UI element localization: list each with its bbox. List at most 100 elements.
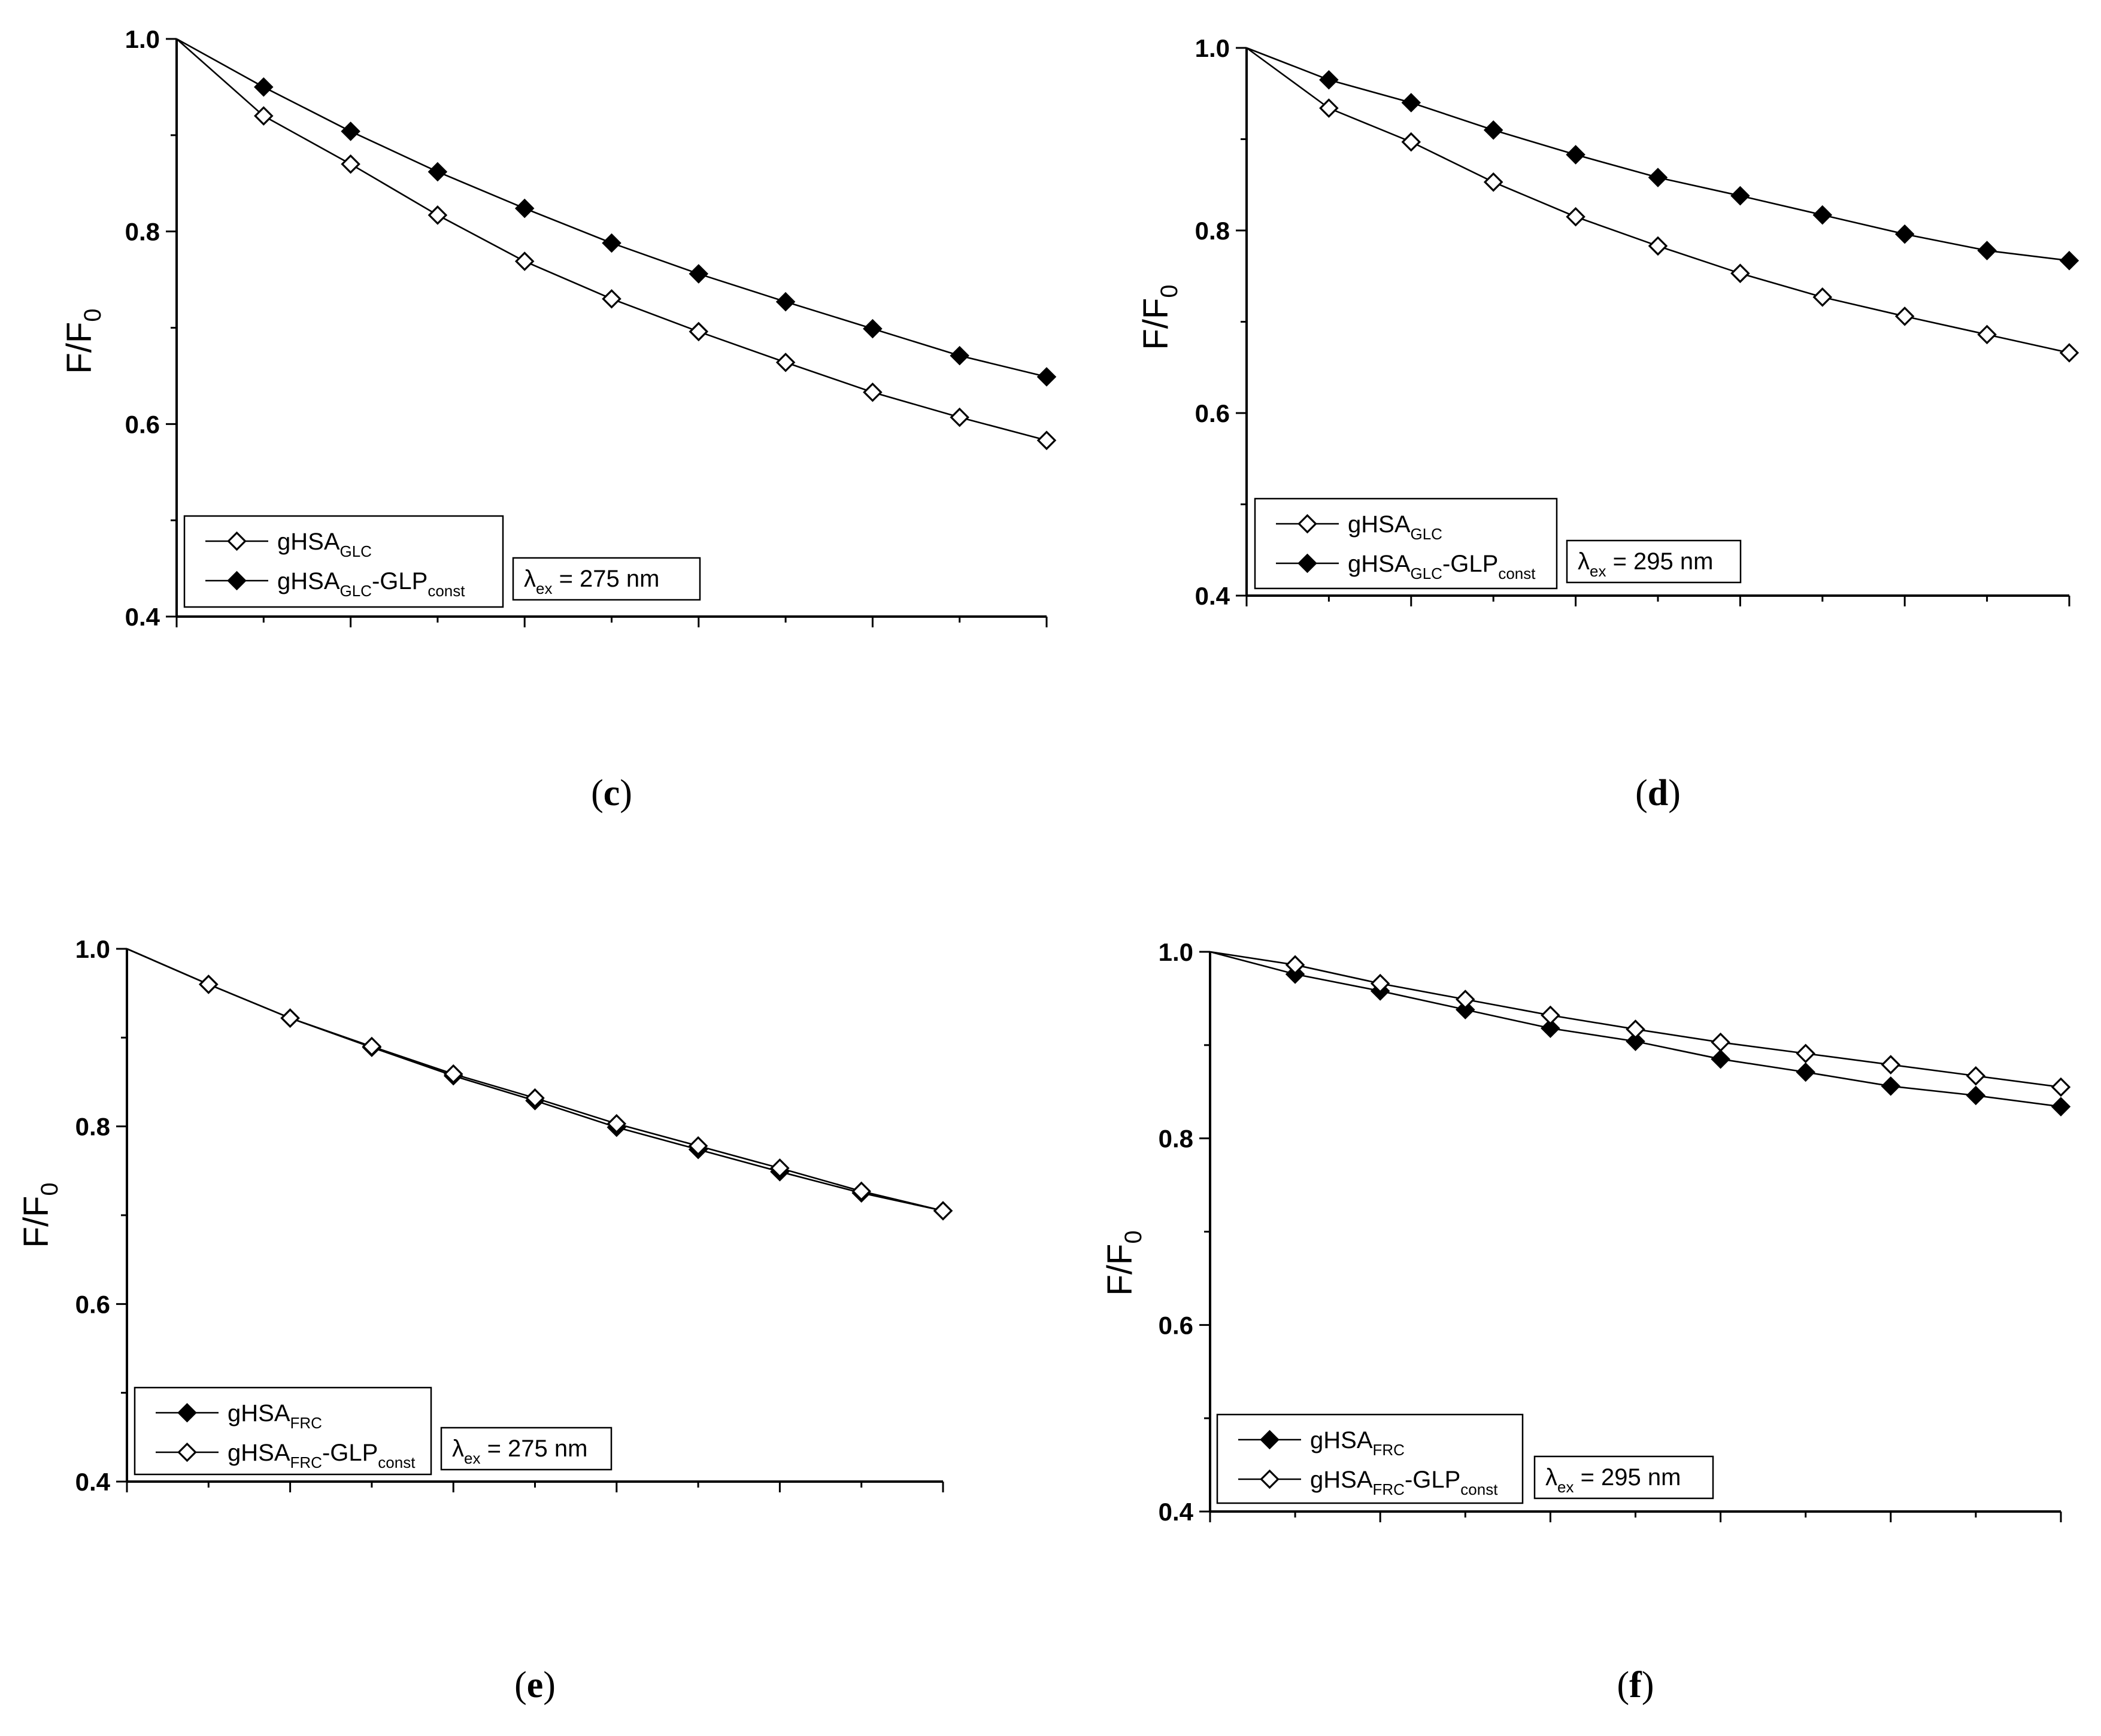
data-point-marker bbox=[1036, 430, 1057, 450]
data-point-marker bbox=[1626, 1019, 1645, 1039]
legend-name-subscript: GLC bbox=[1411, 564, 1442, 582]
data-point-marker bbox=[689, 321, 709, 342]
data-point-marker bbox=[428, 162, 448, 182]
data-point-marker bbox=[1894, 224, 1915, 244]
excitation-wavelength-box: λex = 275 nm bbox=[512, 557, 701, 601]
excitation-value: = 295 nm bbox=[1606, 548, 1713, 575]
legend-entry: gHSAFRC-GLPconst bbox=[228, 1440, 416, 1471]
data-point-marker bbox=[1036, 367, 1057, 387]
legend-name: gHSA bbox=[1310, 1427, 1373, 1453]
data-point-marker bbox=[2051, 1097, 2071, 1116]
y-axis-label-subscript: 0 bbox=[80, 308, 106, 321]
data-point-marker bbox=[1401, 132, 1421, 152]
series-line bbox=[1246, 47, 2070, 354]
legend-name-subscript: GLC bbox=[340, 582, 372, 600]
data-point-marker bbox=[1648, 236, 1668, 256]
y-axis-label-subscript: 0 bbox=[1156, 284, 1183, 298]
legend-name-subscript: FRC bbox=[1373, 1480, 1405, 1498]
y-axis-label-subscript: 0 bbox=[37, 1182, 63, 1195]
data-point-marker bbox=[1319, 98, 1339, 118]
data-point-marker bbox=[1648, 168, 1668, 187]
legend-marker bbox=[177, 1442, 197, 1462]
data-point-marker bbox=[1456, 990, 1475, 1009]
legend-name-tail-subscript: const bbox=[428, 582, 465, 600]
y-tick-label: 0.6 bbox=[1159, 1311, 1193, 1339]
data-point-marker bbox=[851, 1181, 871, 1201]
data-point-marker bbox=[1796, 1062, 1815, 1082]
excitation-symbol: λ bbox=[524, 566, 536, 592]
excitation-subscript: ex bbox=[1590, 562, 1606, 580]
excitation-symbol: λ bbox=[1545, 1464, 1557, 1491]
legend-name-tail-subscript: const bbox=[1460, 1480, 1498, 1498]
excitation-value: = 295 nm bbox=[1574, 1464, 1681, 1491]
series-0 bbox=[176, 38, 1057, 450]
data-point-marker bbox=[607, 1113, 627, 1134]
data-point-marker bbox=[1796, 1043, 1815, 1064]
legend-frame bbox=[1216, 1413, 1524, 1504]
caption-paren: ( bbox=[514, 1665, 527, 1705]
data-point-marker bbox=[280, 1008, 300, 1028]
data-point-marker bbox=[602, 289, 621, 309]
data-point-marker bbox=[341, 154, 360, 174]
excitation-frame bbox=[1533, 1455, 1714, 1500]
series-1 bbox=[176, 38, 1057, 387]
legend-entry: gHSAFRC bbox=[1310, 1427, 1405, 1459]
data-point-marker bbox=[1711, 1049, 1730, 1069]
y-axis-label-main: F/F bbox=[1136, 298, 1175, 350]
excitation-wavelength-box: λex = 295 nm bbox=[1566, 539, 1742, 584]
data-point-marker bbox=[1966, 1085, 1986, 1106]
y-tick-label: 0.4 bbox=[125, 603, 160, 631]
data-point-marker bbox=[514, 251, 535, 271]
data-point-marker bbox=[1319, 70, 1339, 90]
legend-name: gHSA bbox=[1310, 1467, 1373, 1493]
legend-name-subscript: FRC bbox=[1373, 1441, 1405, 1459]
data-point-marker bbox=[1711, 1032, 1730, 1052]
legend-frame bbox=[183, 515, 504, 608]
data-point-marker bbox=[1541, 1005, 1560, 1025]
legend-frame bbox=[134, 1386, 432, 1476]
excitation-label: λex = 275 nm bbox=[452, 1435, 587, 1467]
data-point-marker bbox=[1812, 287, 1833, 307]
data-point-marker bbox=[1370, 973, 1390, 994]
caption-paren: ) bbox=[543, 1665, 556, 1705]
legend-frame bbox=[1254, 497, 1558, 590]
data-point-marker bbox=[602, 233, 621, 253]
data-point-marker bbox=[1401, 93, 1421, 113]
legend-marker bbox=[1297, 553, 1317, 573]
legend-name-tail: -GLP bbox=[372, 568, 428, 594]
legend-name: gHSA bbox=[277, 529, 340, 555]
legend-marker bbox=[177, 1403, 197, 1423]
y-axis-label-main: F/F bbox=[1100, 1244, 1139, 1296]
series-line bbox=[176, 38, 1047, 378]
data-point-marker bbox=[1483, 172, 1503, 192]
data-point-marker bbox=[2051, 1077, 2071, 1097]
series-0 bbox=[1246, 47, 2079, 363]
y-tick-label: 0.6 bbox=[75, 1290, 110, 1318]
legend-name-subscript: FRC bbox=[290, 1453, 322, 1471]
legend-marker bbox=[227, 531, 247, 551]
data-point-marker bbox=[1730, 263, 1750, 283]
data-point-marker bbox=[1483, 120, 1503, 140]
y-tick-label: 1.0 bbox=[1159, 938, 1193, 966]
data-point-marker bbox=[1456, 1000, 1475, 1019]
data-point-marker bbox=[443, 1064, 463, 1084]
chart-panel-e: 0.40.60.81.0F/F0gHSAFRCgHSAFRC-GLPconstλ… bbox=[17, 935, 953, 1705]
excitation-label: λex = 295 nm bbox=[1545, 1464, 1681, 1496]
legend-name-tail: -GLP bbox=[1442, 551, 1498, 577]
data-point-marker bbox=[1966, 1066, 1986, 1086]
data-point-marker bbox=[1977, 241, 1997, 260]
excitation-subscript: ex bbox=[536, 579, 552, 597]
y-tick-label: 1.0 bbox=[125, 25, 160, 53]
caption-paren: ( bbox=[591, 773, 604, 814]
excitation-value: = 275 nm bbox=[480, 1435, 587, 1462]
data-point-marker bbox=[362, 1036, 382, 1057]
y-axis-label-main: F/F bbox=[60, 322, 99, 374]
y-tick-label: 0.8 bbox=[1195, 217, 1230, 245]
data-point-marker bbox=[1881, 1055, 1901, 1075]
legend-entry: gHSAGLC bbox=[277, 529, 372, 560]
